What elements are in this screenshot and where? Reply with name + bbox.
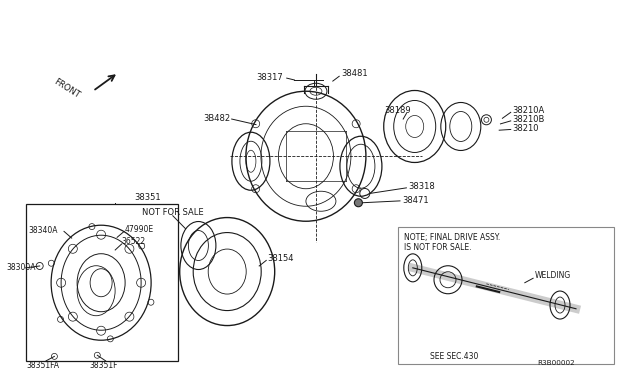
Text: 38351F: 38351F [90, 361, 118, 370]
Text: 36522: 36522 [122, 237, 146, 246]
Text: 38300A: 38300A [6, 263, 36, 272]
Text: 38210: 38210 [512, 124, 538, 133]
Text: NOTE; FINAL DRIVE ASSY.: NOTE; FINAL DRIVE ASSY. [404, 233, 500, 242]
Text: 38189: 38189 [384, 106, 411, 115]
Text: NOT FOR SALE: NOT FOR SALE [142, 208, 204, 217]
Text: 38317: 38317 [256, 73, 283, 82]
Text: 38318: 38318 [408, 182, 435, 190]
Bar [26, 204, 178, 361]
Text: 38210B: 38210B [512, 115, 545, 124]
Text: 38351FA: 38351FA [27, 361, 60, 370]
Text: 38340A: 38340A [29, 226, 58, 235]
Text: IS NOT FOR SALE.: IS NOT FOR SALE. [404, 243, 472, 252]
Text: 3B482: 3B482 [204, 114, 230, 123]
Text: R3B00002: R3B00002 [538, 360, 575, 366]
Text: 38481: 38481 [341, 69, 368, 78]
Text: 47990E: 47990E [125, 225, 154, 234]
Text: WELDING: WELDING [534, 271, 571, 280]
Text: 38471: 38471 [402, 196, 429, 205]
Text: FRONT: FRONT [52, 77, 82, 100]
Text: 38210A: 38210A [512, 106, 544, 115]
Circle shape [355, 199, 362, 207]
Text: 38351: 38351 [134, 193, 161, 202]
Text: SEE SEC.430: SEE SEC.430 [430, 352, 479, 361]
Bar [398, 227, 614, 364]
Text: 38154: 38154 [268, 254, 294, 263]
